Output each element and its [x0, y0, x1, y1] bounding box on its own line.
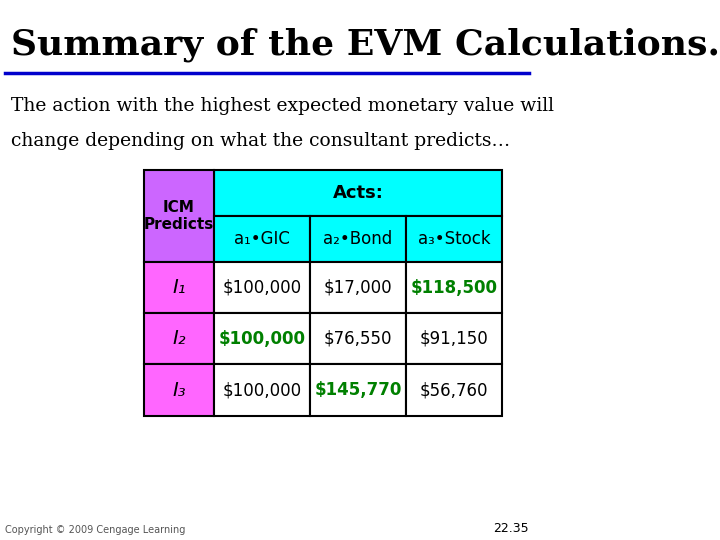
Bar — [144, 262, 214, 313]
Bar — [144, 313, 214, 365]
Bar — [144, 170, 214, 262]
Text: $145,770: $145,770 — [315, 381, 402, 399]
Text: $118,500: $118,500 — [410, 279, 498, 296]
Text: Summary of the EVM Calculations…: Summary of the EVM Calculations… — [11, 27, 720, 62]
Text: $100,000: $100,000 — [218, 330, 305, 348]
Text: $76,550: $76,550 — [324, 330, 392, 348]
Bar — [310, 262, 406, 313]
Bar — [144, 364, 214, 416]
Bar — [214, 364, 310, 416]
Bar — [406, 313, 503, 365]
Text: I₃: I₃ — [172, 381, 186, 400]
Text: I₂: I₂ — [172, 329, 186, 348]
Bar — [310, 364, 406, 416]
Text: The action with the highest expected monetary value will: The action with the highest expected mon… — [11, 97, 554, 115]
Text: Copyright © 2009 Cengage Learning: Copyright © 2009 Cengage Learning — [5, 524, 186, 535]
Bar — [310, 216, 406, 262]
Text: $17,000: $17,000 — [324, 279, 392, 296]
Bar — [310, 313, 406, 365]
Text: a₁•GIC: a₁•GIC — [234, 230, 289, 248]
Bar — [214, 313, 310, 365]
Bar — [406, 262, 503, 313]
Text: a₃•Stock: a₃•Stock — [418, 230, 490, 248]
Text: change depending on what the consultant predicts…: change depending on what the consultant … — [11, 132, 510, 150]
Text: ICM
Predicts: ICM Predicts — [144, 200, 214, 232]
Bar — [214, 216, 310, 262]
Text: $56,760: $56,760 — [420, 381, 488, 399]
Text: 22.35: 22.35 — [493, 522, 529, 535]
Text: $100,000: $100,000 — [222, 279, 302, 296]
Bar — [406, 216, 503, 262]
Text: $91,150: $91,150 — [420, 330, 489, 348]
Text: Acts:: Acts: — [333, 184, 384, 202]
Text: a₂•Bond: a₂•Bond — [323, 230, 392, 248]
Text: I₁: I₁ — [172, 278, 186, 297]
Text: $100,000: $100,000 — [222, 381, 302, 399]
Bar — [214, 262, 310, 313]
Bar — [406, 364, 503, 416]
Bar — [214, 170, 503, 216]
